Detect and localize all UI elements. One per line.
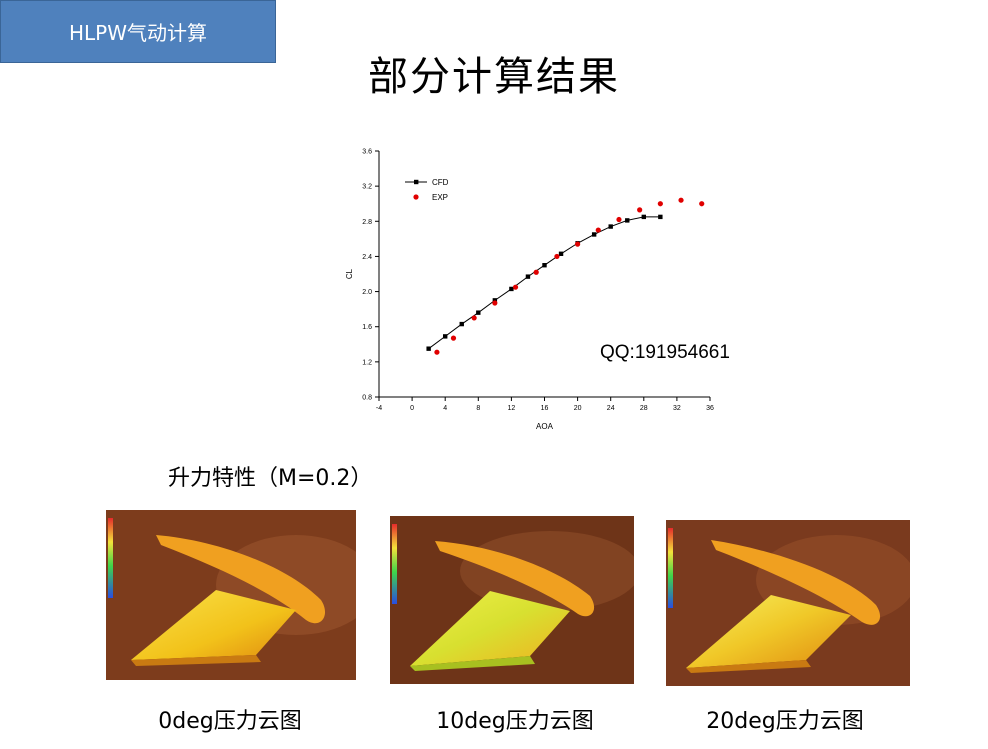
cfd-series-line <box>428 216 661 350</box>
exp-point <box>434 349 440 355</box>
x-tick-label: 32 <box>673 405 681 412</box>
exp-point <box>616 216 622 223</box>
legend-cfd-label: CFD <box>432 178 449 187</box>
cfd-point <box>509 286 514 292</box>
exp-point <box>678 197 684 203</box>
cfd-point <box>641 214 646 220</box>
chart-subtitle: 升力特性（M=0.2） <box>168 466 373 491</box>
cfd-point <box>443 334 448 339</box>
y-tick-label: 2.0 <box>362 289 372 296</box>
legend-exp-marker <box>413 194 419 200</box>
legend-exp-label: EXP <box>432 193 448 202</box>
exp-point <box>554 253 560 260</box>
section-badge-label: HLPW气动计算 <box>68 21 208 45</box>
y-tick-label: 0.8 <box>362 395 372 402</box>
cfd-point <box>625 218 630 223</box>
section-badge: HLPW气动计算 <box>0 0 276 63</box>
exp-point <box>657 201 663 207</box>
cfd-point <box>658 214 663 220</box>
x-tick-label: -4 <box>376 405 382 412</box>
cfd-point <box>426 346 431 351</box>
exp-point <box>595 227 601 233</box>
page-title: 部分计算结果 <box>368 54 620 100</box>
exp-point <box>699 201 705 207</box>
contour-drawing <box>106 510 356 680</box>
cfd-point <box>591 232 597 237</box>
x-tick-label: 4 <box>443 405 447 412</box>
exp-point <box>575 241 581 247</box>
cfd-point <box>525 274 531 279</box>
cfd-point <box>492 298 498 303</box>
y-tick-label: 1.2 <box>362 359 372 366</box>
x-tick-label: 0 <box>410 405 414 412</box>
cl-alpha-chart: -4 0 4 8 12 16 20 24 28 32 36 0.8 1.2 1.6 2.0 2.4 2.8 3.2… <box>345 149 714 432</box>
cfd-point <box>558 251 564 256</box>
x-tick-label: 8 <box>476 405 480 412</box>
y-tick-label: 2.8 <box>362 219 372 226</box>
x-tick-label: 28 <box>640 405 648 412</box>
y-tick-label: 3.2 <box>362 184 372 191</box>
x-tick-label: 20 <box>574 405 582 412</box>
exp-point <box>492 300 498 306</box>
y-tick-label: 2.4 <box>362 254 372 261</box>
cfd-point <box>476 310 481 315</box>
cfd-point <box>459 321 464 327</box>
exp-point <box>471 315 477 321</box>
y-tick-label: 3.6 <box>362 149 372 156</box>
caption-0deg: 0deg压力云图 <box>158 709 302 734</box>
caption-10deg: 10deg压力云图 <box>436 709 594 734</box>
exp-point <box>533 269 539 275</box>
contour-drawing <box>390 516 634 684</box>
cfd-point <box>608 224 613 229</box>
exp-point <box>450 335 457 341</box>
x-tick-label: 36 <box>706 405 714 412</box>
pressure-contour-image-10deg <box>390 516 634 684</box>
x-tick-label: 24 <box>607 405 615 412</box>
y-tick-label: 1.6 <box>362 324 372 331</box>
contour-drawing <box>666 520 910 686</box>
pressure-contour-image-0deg <box>106 510 356 680</box>
x-tick-label: 16 <box>541 405 549 412</box>
caption-20deg: 20deg压力云图 <box>706 709 864 734</box>
exp-point <box>637 207 643 213</box>
legend-cfd-marker <box>414 179 419 185</box>
cfd-point <box>542 263 547 268</box>
exp-point <box>512 284 519 290</box>
y-axis-label: CL <box>345 268 354 279</box>
pressure-contour-image-20deg <box>666 520 910 686</box>
x-tick-label: 12 <box>508 405 516 412</box>
x-axis-label: AOA <box>536 422 554 431</box>
watermark-text: QQ:191954661 <box>600 342 730 363</box>
